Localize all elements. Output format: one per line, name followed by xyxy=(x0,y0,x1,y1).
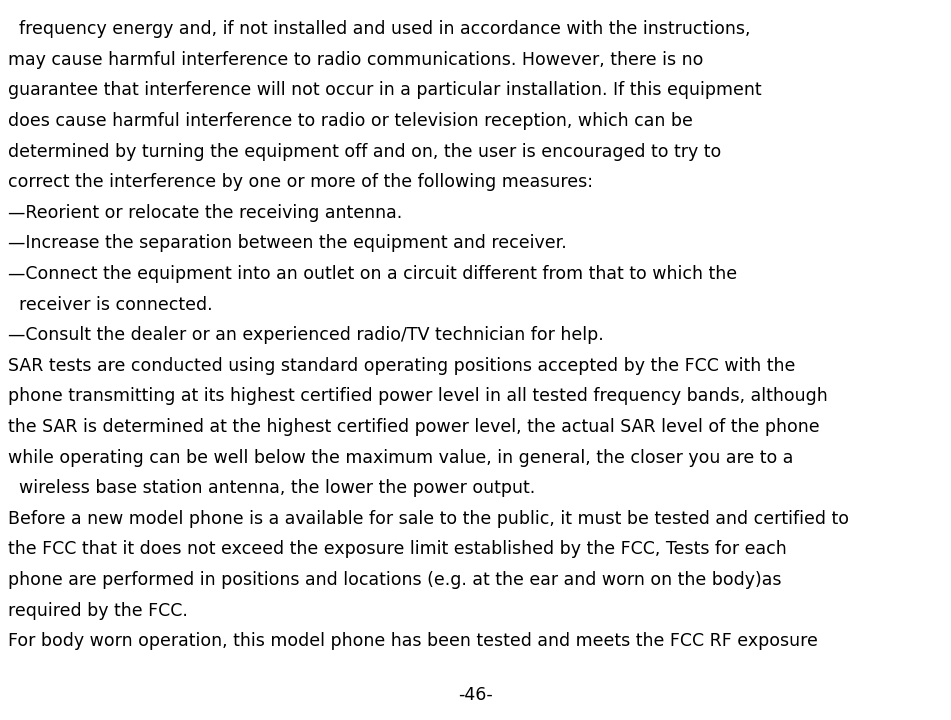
Text: wireless base station antenna, the lower the power output.: wireless base station antenna, the lower… xyxy=(8,480,534,498)
Text: correct the interference by one or more of the following measures:: correct the interference by one or more … xyxy=(8,174,592,192)
Text: phone are performed in positions and locations (e.g. at the ear and worn on the : phone are performed in positions and loc… xyxy=(8,571,781,589)
Text: while operating can be well below the maximum value, in general, the closer you : while operating can be well below the ma… xyxy=(8,449,793,467)
Text: —Reorient or relocate the receiving antenna.: —Reorient or relocate the receiving ante… xyxy=(8,204,402,222)
Text: -46-: -46- xyxy=(458,686,493,704)
Text: determined by turning the equipment off and on, the user is encouraged to try to: determined by turning the equipment off … xyxy=(8,143,721,161)
Text: may cause harmful interference to radio communications. However, there is no: may cause harmful interference to radio … xyxy=(8,50,703,68)
Text: guarantee that interference will not occur in a particular installation. If this: guarantee that interference will not occ… xyxy=(8,81,761,99)
Text: phone transmitting at its highest certified power level in all tested frequency : phone transmitting at its highest certif… xyxy=(8,387,827,405)
Text: the SAR is determined at the highest certified power level, the actual SAR level: the SAR is determined at the highest cer… xyxy=(8,418,819,436)
Text: frequency energy and, if not installed and used in accordance with the instructi: frequency energy and, if not installed a… xyxy=(8,20,750,38)
Text: SAR tests are conducted using standard operating positions accepted by the FCC w: SAR tests are conducted using standard o… xyxy=(8,357,795,375)
Text: —Connect the equipment into an outlet on a circuit different from that to which : —Connect the equipment into an outlet on… xyxy=(8,265,737,283)
Text: does cause harmful interference to radio or television reception, which can be: does cause harmful interference to radio… xyxy=(8,112,692,130)
Text: —Increase the separation between the equipment and receiver.: —Increase the separation between the equ… xyxy=(8,235,567,253)
Text: the FCC that it does not exceed the exposure limit established by the FCC, Tests: the FCC that it does not exceed the expo… xyxy=(8,540,786,559)
Text: Before a new model phone is a available for sale to the public, it must be teste: Before a new model phone is a available … xyxy=(8,510,848,528)
Text: required by the FCC.: required by the FCC. xyxy=(8,602,187,620)
Text: receiver is connected.: receiver is connected. xyxy=(8,296,212,314)
Text: —Consult the dealer or an experienced radio/TV technician for help.: —Consult the dealer or an experienced ra… xyxy=(8,326,603,344)
Text: For body worn operation, this model phone has been tested and meets the FCC RF e: For body worn operation, this model phon… xyxy=(8,632,818,650)
